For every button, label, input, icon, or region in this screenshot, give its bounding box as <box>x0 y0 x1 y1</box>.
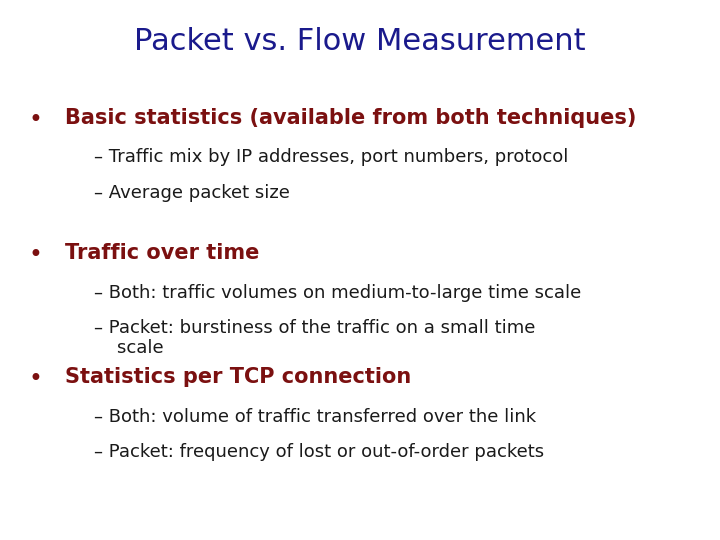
Text: •: • <box>29 243 42 267</box>
Text: •: • <box>29 108 42 132</box>
Text: – Both: volume of traffic transferred over the link: – Both: volume of traffic transferred ov… <box>94 408 536 426</box>
Text: Traffic over time: Traffic over time <box>65 243 259 263</box>
Text: – Average packet size: – Average packet size <box>94 184 289 201</box>
Text: •: • <box>29 367 42 391</box>
Text: Basic statistics (available from both techniques): Basic statistics (available from both te… <box>65 108 636 128</box>
Text: Statistics per TCP connection: Statistics per TCP connection <box>65 367 411 387</box>
Text: – Both: traffic volumes on medium-to-large time scale: – Both: traffic volumes on medium-to-lar… <box>94 284 581 301</box>
Text: – Packet: burstiness of the traffic on a small time
    scale: – Packet: burstiness of the traffic on a… <box>94 319 535 357</box>
Text: – Packet: frequency of lost or out-of-order packets: – Packet: frequency of lost or out-of-or… <box>94 443 544 461</box>
Text: – Traffic mix by IP addresses, port numbers, protocol: – Traffic mix by IP addresses, port numb… <box>94 148 568 166</box>
Text: Packet vs. Flow Measurement: Packet vs. Flow Measurement <box>134 27 586 56</box>
